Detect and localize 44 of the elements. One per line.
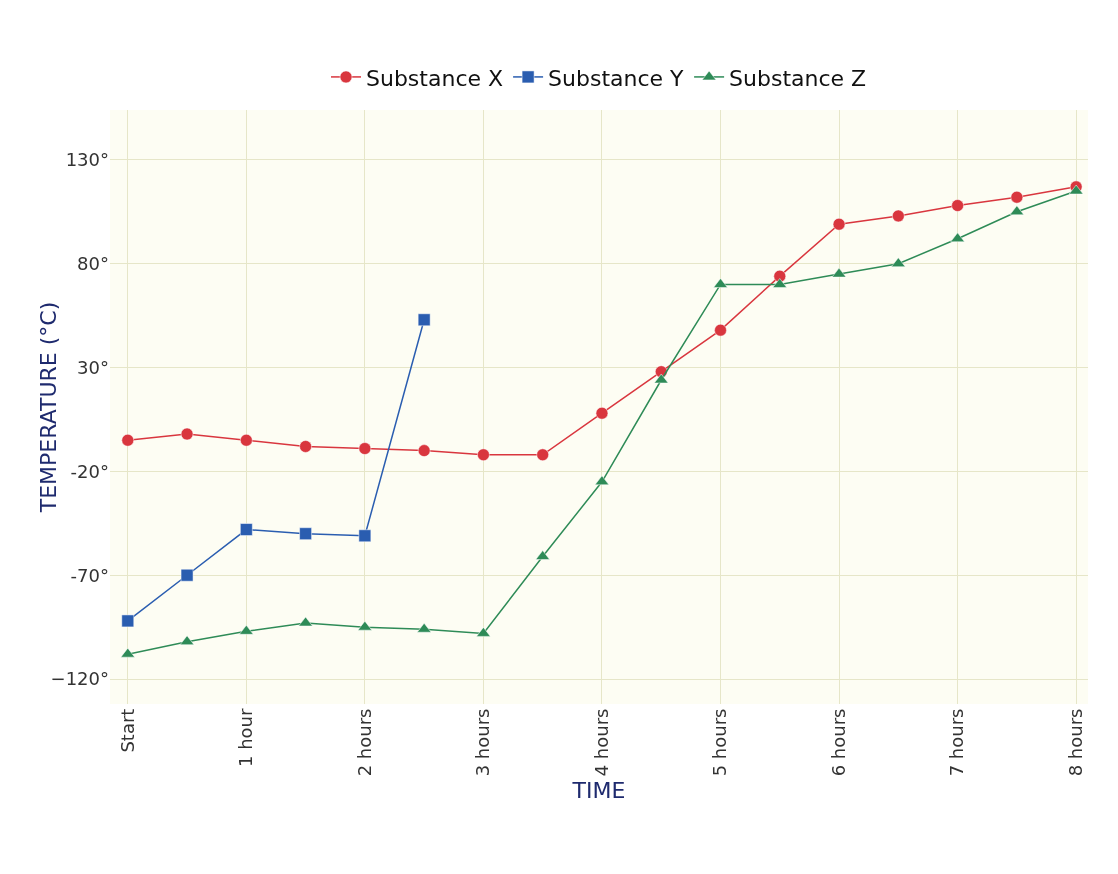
legend-label: Substance Y — [548, 65, 685, 91]
x-tick-label: 4 hours — [590, 708, 612, 777]
point — [358, 529, 372, 543]
y-tick-label: -70° — [70, 564, 109, 586]
point — [180, 427, 194, 441]
point — [417, 444, 431, 457]
y-tick-label: -20° — [70, 460, 109, 482]
y-tick-label: 30° — [77, 356, 109, 378]
legend-label: Substance X — [366, 65, 504, 91]
point — [240, 433, 253, 447]
point — [1010, 190, 1024, 204]
y-tick-label: −120° — [50, 668, 109, 690]
y-tick-label: 80° — [77, 252, 109, 274]
y-axis-title: TEMPERATURE (°C) — [36, 301, 61, 514]
legend-label: Substance Z — [729, 65, 867, 91]
x-tick-label: 5 hours — [709, 708, 731, 777]
point — [299, 527, 312, 540]
point — [951, 199, 964, 212]
x-tick-label: 2 hours — [353, 708, 375, 777]
point — [832, 217, 846, 231]
point — [358, 442, 372, 455]
y-tick-label: 130° — [65, 149, 109, 171]
x-tick-label: Start — [116, 708, 138, 753]
x-tick-label: 1 hour — [235, 708, 257, 768]
point — [950, 232, 965, 243]
point — [240, 523, 253, 536]
x-tick-label: 7 hours — [946, 708, 968, 777]
point — [120, 647, 135, 658]
x-tick-label: 3 hours — [472, 708, 494, 777]
point — [121, 614, 135, 628]
point — [299, 440, 312, 453]
point — [298, 616, 313, 627]
point — [477, 448, 490, 462]
point — [714, 323, 727, 337]
point — [417, 313, 431, 327]
point — [654, 373, 669, 384]
point — [121, 433, 135, 447]
point — [595, 406, 609, 420]
point — [892, 209, 905, 223]
x-tick-label: 6 hours — [827, 708, 849, 777]
point — [536, 448, 549, 462]
point — [180, 568, 194, 582]
x-tick-label: 8 hours — [1065, 708, 1086, 777]
x-axis-title: TIME — [571, 778, 626, 804]
